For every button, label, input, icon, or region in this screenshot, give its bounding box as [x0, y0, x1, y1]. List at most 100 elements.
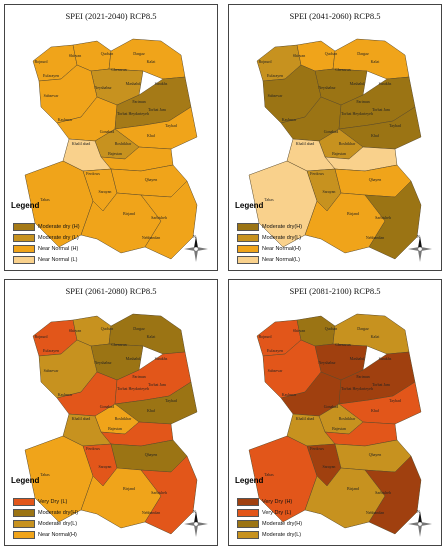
north-arrow-icon: N — [183, 234, 209, 264]
legend-title: Legend — [235, 201, 264, 210]
legend-swatch — [237, 256, 259, 264]
place-label: Kashmar — [282, 117, 297, 122]
legend-label: Moderate dry(L) — [262, 235, 302, 241]
legend-item: Moderate dry(L) — [13, 519, 78, 529]
place-label: Roshtkhar — [339, 416, 356, 421]
panel-title: SPEI (2081-2100) RCP8.5 — [289, 286, 381, 296]
place-label: Tabas — [40, 472, 50, 477]
legend-item: Very Dry (L) — [13, 497, 78, 507]
place-label: Neyshabur — [318, 360, 336, 365]
place-label: Ferdows — [310, 171, 324, 176]
legend-swatch — [237, 509, 259, 517]
place-label: Torbat Jam — [372, 107, 391, 112]
place-label: Kalat — [371, 334, 381, 339]
county-region — [304, 467, 386, 529]
legend-item: Near Normal (H) — [13, 244, 80, 254]
legend-swatch — [237, 531, 259, 539]
place-label: Quchan — [325, 326, 337, 331]
place-label: Bajestan — [108, 151, 122, 156]
place-label: Esfarayen — [267, 348, 283, 353]
legend-title: Legend — [235, 476, 264, 485]
place-label: Khalil abad — [296, 416, 315, 421]
place-label: Ferdows — [86, 446, 100, 451]
place-label: Sabzevar — [44, 93, 59, 98]
legend-label: Near Normal (L) — [38, 257, 78, 263]
place-label: Sarakhs — [155, 356, 168, 361]
legend-title: Legend — [11, 476, 40, 485]
place-label: Nehbandan — [366, 235, 384, 240]
place-label: Shirvan — [69, 328, 81, 333]
legend-label: Moderate dry(H) — [262, 224, 303, 230]
place-label: Roshtkhar — [339, 141, 356, 146]
place-label: Bojnurd — [34, 334, 47, 339]
place-label: Sarbisheh — [151, 215, 167, 220]
place-label: Birjand — [347, 486, 359, 491]
legend: Very Dry (H) Very Dry (L) Moderate dry(H… — [237, 497, 302, 541]
legend-item: Near Normal(H) — [13, 530, 78, 540]
legend-label: Near Normal(H) — [38, 532, 77, 538]
panel-title: SPEI (2041-2060) RCP8.5 — [289, 11, 381, 21]
place-label: Sarayan — [323, 464, 336, 469]
place-label: Shirvan — [69, 53, 81, 58]
place-label: Fariman — [356, 99, 369, 104]
place-label: Torbat Jam — [148, 382, 167, 387]
place-label: Torbat Heydarieyeh — [117, 111, 149, 116]
place-label: Gonabad — [324, 404, 338, 409]
place-label: Torbat Jam — [148, 107, 167, 112]
legend-item: Moderate dry(L) — [237, 233, 302, 243]
place-label: Neyshabur — [94, 85, 112, 90]
place-label: Quchan — [325, 51, 337, 56]
county-region — [80, 192, 162, 254]
place-label: Tabas — [264, 472, 274, 477]
place-label: Khalil abad — [296, 141, 315, 146]
place-label: Nehbandan — [366, 510, 384, 515]
place-label: Bojnurd — [258, 59, 271, 64]
place-label: Bajestan — [332, 426, 346, 431]
legend-label: Moderate dry(H) — [262, 521, 303, 527]
legend-swatch — [13, 509, 35, 517]
north-arrow-icon: N — [183, 509, 209, 539]
legend-item: Very Dry (L) — [237, 508, 302, 518]
place-label: Khaf — [371, 133, 380, 138]
place-label: Sarakhs — [379, 81, 392, 86]
map-panel-2041-2060: Bojnurd Shirvan Quchan Dargaz Kalat Esfarayen… — [228, 4, 442, 271]
legend: Very Dry (L) Moderate dry(H) Moderate dr… — [13, 497, 78, 541]
place-label: Fariman — [132, 99, 145, 104]
place-label: Tabas — [264, 197, 274, 202]
place-label: Qhayen — [369, 177, 381, 182]
legend-swatch — [13, 531, 35, 539]
legend-item: Near Normal(L) — [237, 255, 302, 265]
place-label: Fariman — [132, 374, 145, 379]
place-label: Khaf — [147, 133, 156, 138]
place-label: Kalat — [147, 334, 157, 339]
place-label: Kalat — [371, 59, 381, 64]
place-label: Chenaran — [335, 342, 350, 347]
place-label: Mashahd — [126, 81, 141, 86]
place-label: Ferdows — [310, 446, 324, 451]
map-panel-2061-2080: Bojnurd Shirvan Quchan Dargaz Kalat Esfarayen… — [4, 279, 218, 546]
place-label: Chenaran — [335, 67, 350, 72]
place-label: Taybad — [165, 123, 177, 128]
place-label: Khaf — [147, 408, 156, 413]
place-label: Kashmar — [58, 392, 73, 397]
county-region — [364, 180, 422, 260]
place-label: Gonabad — [100, 404, 114, 409]
place-label: Tabas — [40, 197, 50, 202]
place-label: Khaf — [371, 408, 380, 413]
place-label: Khalil abad — [72, 141, 91, 146]
county-region — [140, 455, 198, 535]
legend-swatch — [13, 245, 35, 253]
legend-item: Very Dry (H) — [237, 497, 302, 507]
place-label: Shirvan — [293, 328, 305, 333]
place-label: Birjand — [347, 211, 359, 216]
place-label: Chenaran — [111, 342, 126, 347]
legend: Moderate dry (H) Moderate dry (L) Near N… — [13, 222, 80, 266]
panel-title: SPEI (2021-2040) RCP8.5 — [65, 11, 157, 21]
place-label: Fariman — [356, 374, 369, 379]
